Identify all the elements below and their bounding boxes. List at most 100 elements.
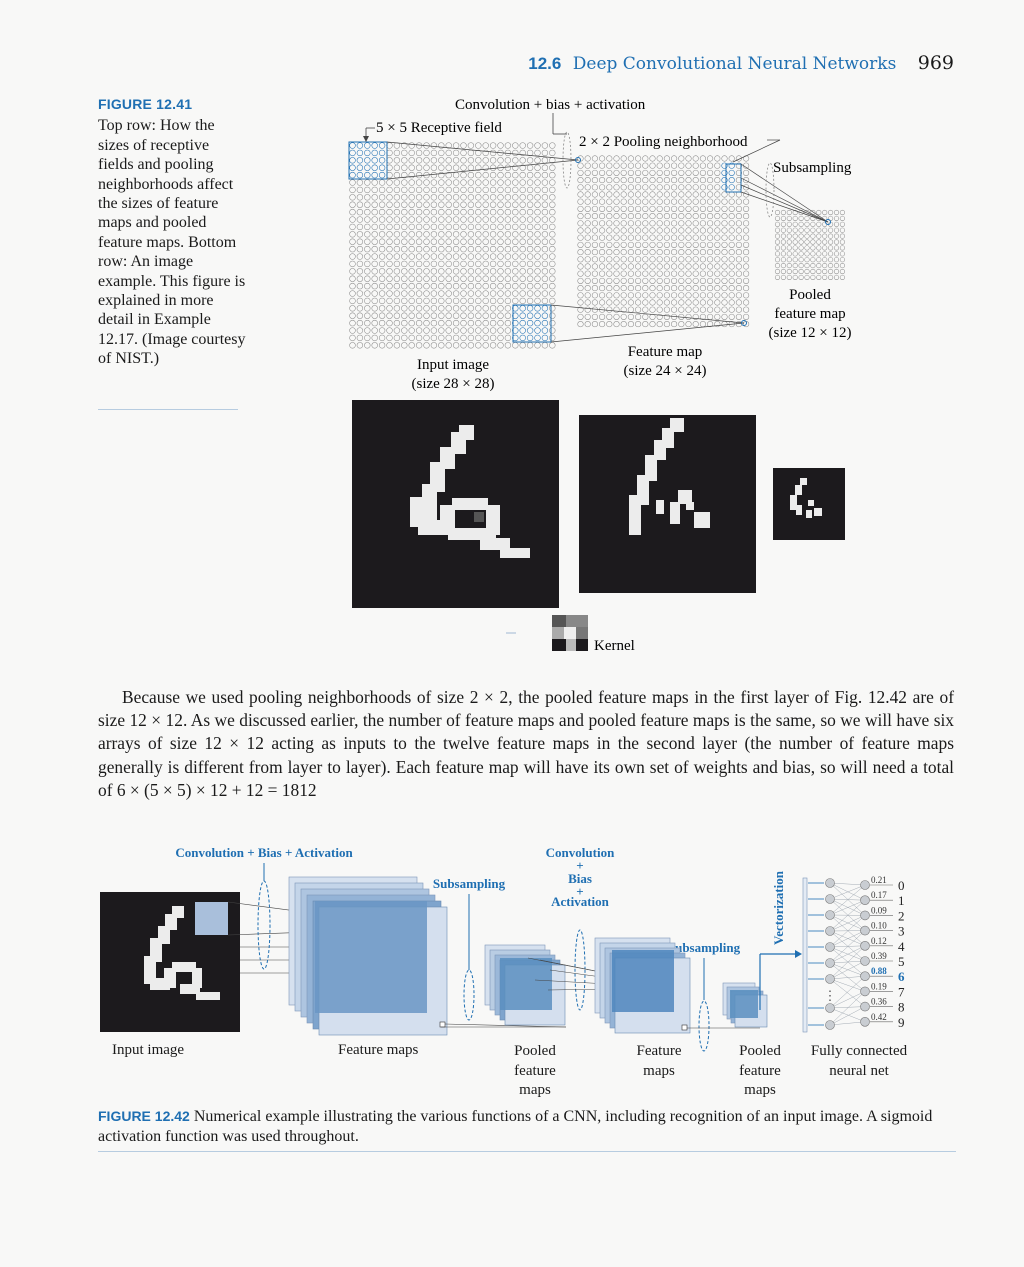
grid-node: [364, 201, 371, 208]
grid-node: [489, 164, 497, 171]
grid-node: [774, 251, 781, 257]
grid-node: [549, 142, 556, 149]
grid-node: [714, 155, 721, 162]
grid-node: [371, 194, 378, 201]
grid-node: [620, 256, 627, 263]
grid-node: [584, 263, 591, 270]
grid-node: [356, 142, 364, 149]
grid-node: [467, 157, 475, 164]
grid-node: [591, 277, 598, 284]
grid-node: [678, 155, 685, 162]
grid-node: [460, 268, 467, 275]
grid-node: [386, 305, 393, 312]
figure-label-42: FIGURE 12.42: [98, 1108, 190, 1124]
grid-node: [378, 179, 386, 186]
feature-map-grid: [577, 155, 750, 328]
grid-node: [475, 231, 482, 238]
grid-node: [541, 253, 549, 260]
grid-node: [356, 157, 364, 164]
grid-node: [743, 299, 750, 306]
grid-node: [699, 241, 706, 248]
grid-node: [620, 299, 627, 306]
grid-node: [482, 142, 489, 149]
grid-node: [452, 245, 460, 253]
grid-node: [371, 253, 378, 260]
grid-node: [642, 177, 649, 184]
grid-node: [504, 157, 512, 164]
grid-node: [475, 260, 482, 268]
grid-node: [656, 321, 663, 328]
grid-node: [475, 179, 482, 186]
input-neuron: [825, 894, 835, 904]
grid-node: [671, 321, 678, 328]
grid-node: [721, 256, 728, 263]
grid-node: [663, 220, 670, 227]
grid-node: [423, 268, 430, 275]
grid-node: [656, 184, 663, 191]
grid-node: [728, 277, 735, 284]
grid-node: [526, 268, 534, 275]
grid-node: [393, 186, 401, 194]
grid-node: [613, 198, 620, 205]
grid-node: [786, 263, 792, 269]
grid-node: [642, 155, 649, 162]
output-digit: 5: [898, 954, 905, 969]
grid-node: [378, 186, 386, 194]
grid-node: [423, 342, 430, 349]
grid-node: [599, 249, 606, 256]
grid-node: [445, 334, 452, 342]
grid-node: [460, 275, 467, 282]
grid-node: [798, 239, 804, 245]
grid-node: [371, 164, 378, 171]
section-number: 12.6: [528, 54, 562, 73]
grid-node: [663, 263, 670, 270]
grid-node: [699, 234, 706, 241]
grid-node: [810, 215, 816, 221]
output-digit: 1: [898, 893, 905, 908]
grid-node: [606, 234, 613, 241]
grid-node: [685, 177, 692, 184]
figure-12-41-caption: FIGURE 12.41 Top row: How the sizes of r…: [98, 95, 246, 369]
grid-node: [386, 194, 393, 201]
grid-node: [685, 241, 692, 248]
grid-node: [635, 220, 642, 227]
grid-node: [656, 285, 663, 292]
grid-node: [699, 177, 706, 184]
grid-node: [786, 233, 792, 239]
grid-node: [822, 233, 828, 239]
grid-node: [364, 253, 371, 260]
grid-node: [707, 169, 714, 176]
output-value: 0.10: [871, 921, 887, 931]
grid-node: [467, 268, 475, 275]
grid-node: [685, 313, 692, 320]
grid-node: [504, 208, 512, 216]
grid-node: [577, 270, 584, 277]
grid-node: [642, 191, 649, 198]
grid-node: [627, 205, 634, 212]
grid-node: [356, 275, 364, 282]
fig42-feature2-label: Feature maps: [624, 1042, 694, 1081]
grid-node: [401, 290, 408, 297]
grid-node: [774, 274, 781, 280]
grid-node: [714, 256, 721, 263]
grid-node: [678, 241, 685, 248]
grid-node: [743, 263, 750, 270]
grid-node: [671, 227, 678, 234]
grid-node: [649, 191, 656, 198]
grid-node: [512, 142, 519, 149]
grid-node: [467, 179, 475, 186]
grid-node: [728, 241, 735, 248]
grid-node: [613, 299, 620, 306]
grid-node: [671, 191, 678, 198]
grid-node: [663, 155, 670, 162]
grid-node: [504, 194, 512, 201]
grid-node: [534, 334, 541, 342]
grid-node: [504, 179, 512, 186]
grid-node: [833, 233, 840, 239]
grid-node: [445, 290, 452, 297]
grid-node: [642, 213, 649, 220]
grid-node: [577, 277, 584, 284]
grid-node: [489, 142, 497, 149]
pooled2-line2: feature: [739, 1062, 781, 1079]
grid-node: [364, 186, 371, 194]
